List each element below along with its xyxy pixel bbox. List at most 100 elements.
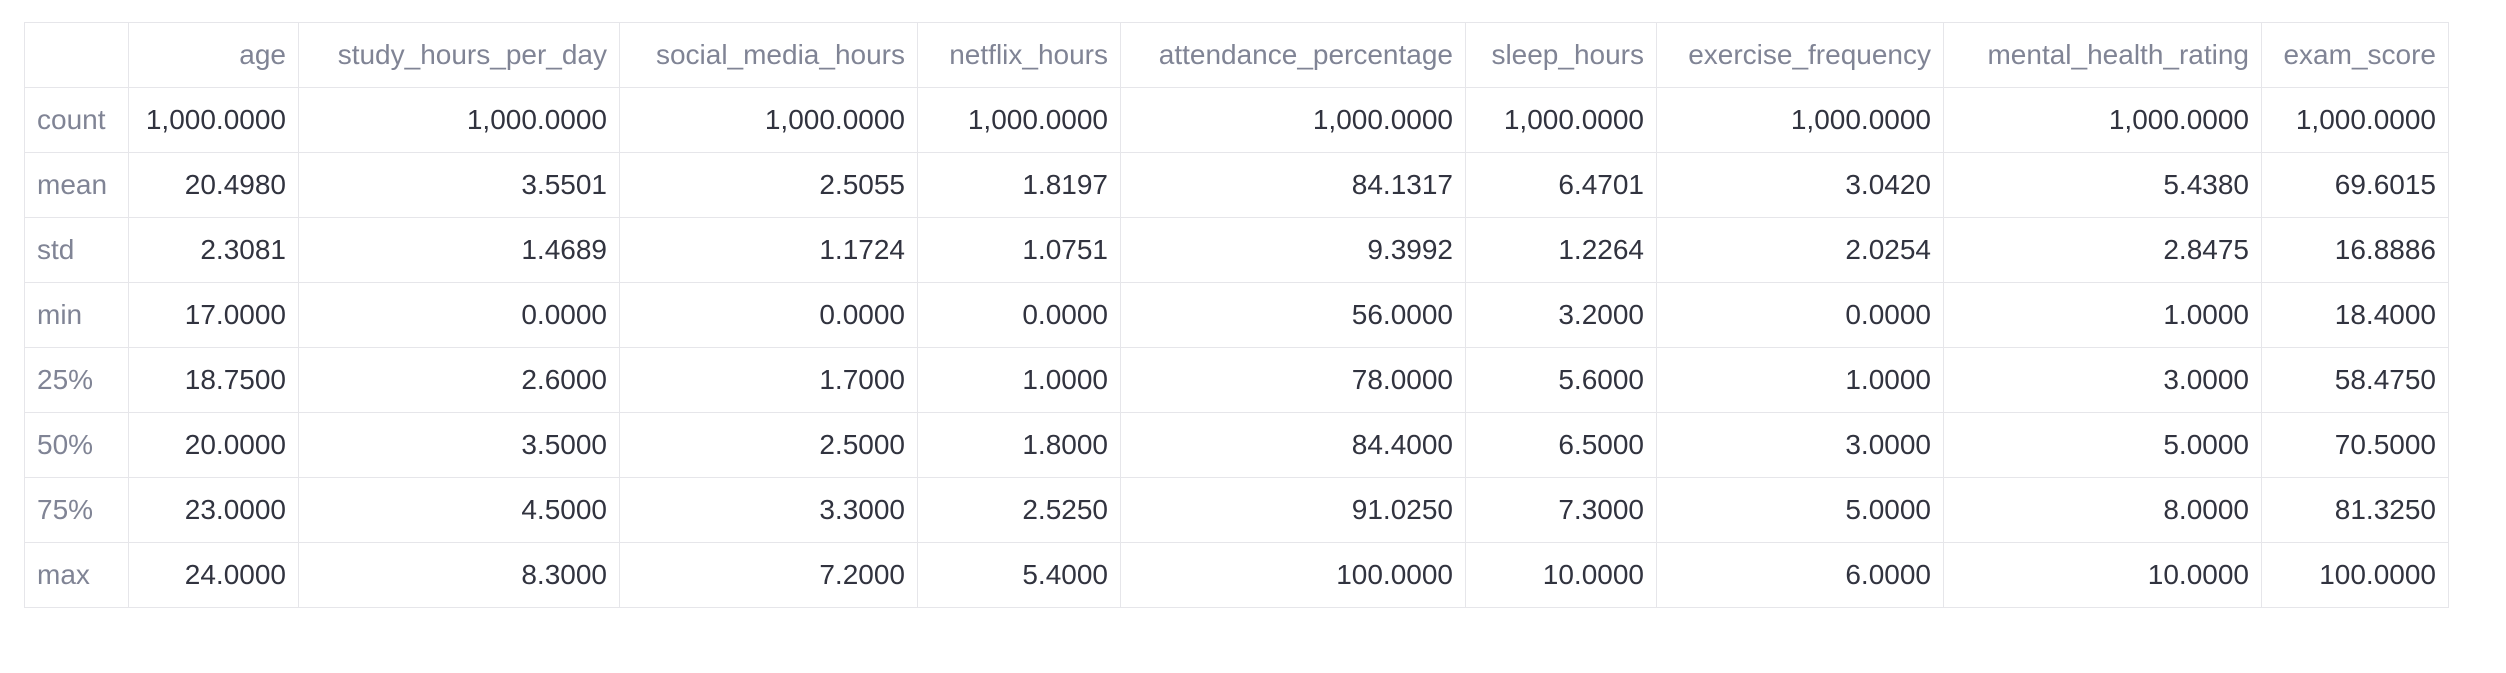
table-cell[interactable]: 3.3000	[619, 477, 918, 543]
table-row: std 2.3081 1.4689 1.1724 1.0751 9.3992 1…	[24, 217, 2449, 283]
table-cell[interactable]: 0.0000	[298, 282, 620, 348]
table-row: 50% 20.0000 3.5000 2.5000 1.8000 84.4000…	[24, 412, 2449, 478]
table-row: 75% 23.0000 4.5000 3.3000 2.5250 91.0250…	[24, 477, 2449, 543]
table-cell[interactable]: 7.3000	[1465, 477, 1657, 543]
table-cell[interactable]: 18.7500	[128, 347, 299, 413]
table-cell[interactable]: 1,000.0000	[2261, 87, 2449, 153]
table-row: count 1,000.0000 1,000.0000 1,000.0000 1…	[24, 87, 2449, 153]
row-index: 25%	[24, 347, 129, 413]
table-cell[interactable]: 1,000.0000	[298, 87, 620, 153]
table-cell[interactable]: 1,000.0000	[1656, 87, 1944, 153]
table-cell[interactable]: 1.2264	[1465, 217, 1657, 283]
table-cell[interactable]: 2.3081	[128, 217, 299, 283]
table-cell[interactable]: 2.5055	[619, 152, 918, 218]
table-cell[interactable]: 2.5000	[619, 412, 918, 478]
table-cell[interactable]: 1.8197	[917, 152, 1121, 218]
table-cell[interactable]: 9.3992	[1120, 217, 1466, 283]
column-header[interactable]: sleep_hours	[1465, 22, 1657, 88]
table-cell[interactable]: 20.0000	[128, 412, 299, 478]
column-header[interactable]: study_hours_per_day	[298, 22, 620, 88]
row-index: mean	[24, 152, 129, 218]
row-index: 75%	[24, 477, 129, 543]
table-cell[interactable]: 1.0000	[1943, 282, 2262, 348]
table-cell[interactable]: 1.0000	[917, 347, 1121, 413]
column-header[interactable]: mental_health_rating	[1943, 22, 2262, 88]
header-row: age study_hours_per_day social_media_hou…	[24, 22, 2449, 88]
table-cell[interactable]: 2.8475	[1943, 217, 2262, 283]
table-cell[interactable]: 78.0000	[1120, 347, 1466, 413]
column-header[interactable]: age	[128, 22, 299, 88]
table-cell[interactable]: 8.3000	[298, 542, 620, 608]
table-cell[interactable]: 0.0000	[1656, 282, 1944, 348]
table-cell[interactable]: 1,000.0000	[619, 87, 918, 153]
table-cell[interactable]: 1.0751	[917, 217, 1121, 283]
table-cell[interactable]: 24.0000	[128, 542, 299, 608]
table-cell[interactable]: 3.0420	[1656, 152, 1944, 218]
table-cell[interactable]: 100.0000	[2261, 542, 2449, 608]
table-cell[interactable]: 6.5000	[1465, 412, 1657, 478]
table-cell[interactable]: 5.4000	[917, 542, 1121, 608]
table-cell[interactable]: 1.1724	[619, 217, 918, 283]
table-cell[interactable]: 1.0000	[1656, 347, 1944, 413]
table-cell[interactable]: 4.5000	[298, 477, 620, 543]
row-index: std	[24, 217, 129, 283]
table-cell[interactable]: 0.0000	[619, 282, 918, 348]
table-cell[interactable]: 58.4750	[2261, 347, 2449, 413]
table-cell[interactable]: 3.0000	[1943, 347, 2262, 413]
column-header[interactable]: attendance_percentage	[1120, 22, 1466, 88]
table-cell[interactable]: 10.0000	[1943, 542, 2262, 608]
table-cell[interactable]: 17.0000	[128, 282, 299, 348]
table-cell[interactable]: 3.5501	[298, 152, 620, 218]
table-cell[interactable]: 0.0000	[917, 282, 1121, 348]
table-cell[interactable]: 6.4701	[1465, 152, 1657, 218]
table-cell[interactable]: 3.2000	[1465, 282, 1657, 348]
table-cell[interactable]: 3.5000	[298, 412, 620, 478]
table-cell[interactable]: 81.3250	[2261, 477, 2449, 543]
column-header[interactable]: exercise_frequency	[1656, 22, 1944, 88]
table-row: max 24.0000 8.3000 7.2000 5.4000 100.000…	[24, 542, 2449, 608]
table-cell[interactable]: 1,000.0000	[1120, 87, 1466, 153]
table-cell[interactable]: 1,000.0000	[1943, 87, 2262, 153]
dataframe-container[interactable]: age study_hours_per_day social_media_hou…	[24, 22, 2449, 608]
table-cell[interactable]: 3.0000	[1656, 412, 1944, 478]
table-cell[interactable]: 2.0254	[1656, 217, 1944, 283]
table-cell[interactable]: 5.4380	[1943, 152, 2262, 218]
table-cell[interactable]: 1,000.0000	[917, 87, 1121, 153]
column-header[interactable]: social_media_hours	[619, 22, 918, 88]
table-cell[interactable]: 91.0250	[1120, 477, 1466, 543]
table-row: min 17.0000 0.0000 0.0000 0.0000 56.0000…	[24, 282, 2449, 348]
table-cell[interactable]: 10.0000	[1465, 542, 1657, 608]
table-cell[interactable]: 18.4000	[2261, 282, 2449, 348]
table-cell[interactable]: 23.0000	[128, 477, 299, 543]
row-index: min	[24, 282, 129, 348]
row-index: max	[24, 542, 129, 608]
describe-table[interactable]: age study_hours_per_day social_media_hou…	[24, 22, 2449, 608]
table-cell[interactable]: 2.5250	[917, 477, 1121, 543]
row-index: count	[24, 87, 129, 153]
table-cell[interactable]: 5.6000	[1465, 347, 1657, 413]
table-cell[interactable]: 8.0000	[1943, 477, 2262, 543]
row-index: 50%	[24, 412, 129, 478]
table-cell[interactable]: 1,000.0000	[1465, 87, 1657, 153]
table-cell[interactable]: 84.1317	[1120, 152, 1466, 218]
table-cell[interactable]: 56.0000	[1120, 282, 1466, 348]
table-cell[interactable]: 100.0000	[1120, 542, 1466, 608]
table-cell[interactable]: 16.8886	[2261, 217, 2449, 283]
table-cell[interactable]: 5.0000	[1943, 412, 2262, 478]
table-cell[interactable]: 2.6000	[298, 347, 620, 413]
column-header[interactable]: netflix_hours	[917, 22, 1121, 88]
table-cell[interactable]: 1,000.0000	[128, 87, 299, 153]
table-cell[interactable]: 6.0000	[1656, 542, 1944, 608]
table-cell[interactable]: 1.8000	[917, 412, 1121, 478]
table-cell[interactable]: 69.6015	[2261, 152, 2449, 218]
table-cell[interactable]: 1.7000	[619, 347, 918, 413]
table-row: 25% 18.7500 2.6000 1.7000 1.0000 78.0000…	[24, 347, 2449, 413]
index-header	[24, 22, 129, 88]
table-cell[interactable]: 20.4980	[128, 152, 299, 218]
column-header[interactable]: exam_score	[2261, 22, 2449, 88]
table-cell[interactable]: 5.0000	[1656, 477, 1944, 543]
table-cell[interactable]: 7.2000	[619, 542, 918, 608]
table-cell[interactable]: 70.5000	[2261, 412, 2449, 478]
table-cell[interactable]: 1.4689	[298, 217, 620, 283]
table-cell[interactable]: 84.4000	[1120, 412, 1466, 478]
